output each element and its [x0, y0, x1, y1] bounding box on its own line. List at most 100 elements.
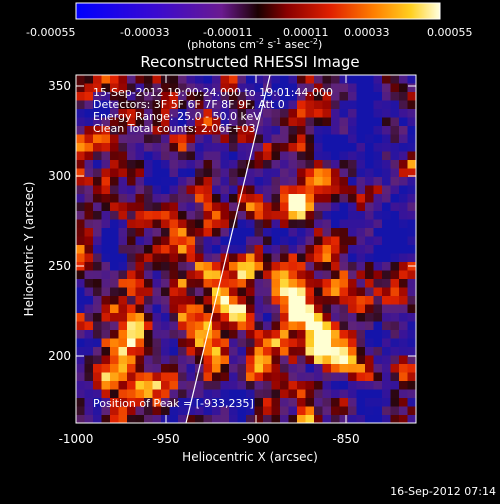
heatmap-cell — [339, 83, 349, 93]
heatmap-cell — [178, 83, 188, 93]
heatmap-cell — [212, 202, 222, 212]
heatmap-cell — [101, 83, 111, 93]
heatmap-cell — [93, 398, 103, 408]
heatmap-cell — [373, 228, 383, 238]
heatmap-cell — [169, 364, 179, 374]
heatmap-cell — [399, 117, 409, 127]
heatmap-cell — [322, 406, 332, 416]
heatmap-cell — [348, 398, 358, 408]
colorbar-units: (photons cm-2 s-1 asec-2) — [187, 37, 322, 51]
heatmap-cell — [297, 75, 307, 85]
heatmap-cell — [135, 296, 145, 306]
heatmap-cell — [314, 109, 324, 119]
heatmap-cell — [212, 330, 222, 340]
heatmap-cell — [373, 126, 383, 136]
heatmap-cell — [305, 202, 315, 212]
heatmap-cell — [220, 253, 230, 263]
x-tick-label: -950 — [152, 432, 179, 446]
heatmap-cell — [390, 151, 400, 161]
heatmap-cell — [322, 415, 332, 423]
heatmap-cell — [305, 236, 315, 246]
heatmap-cell — [84, 347, 94, 357]
heatmap-cell — [101, 253, 111, 263]
heatmap-cell — [203, 211, 213, 221]
heatmap-cell — [237, 381, 247, 391]
heatmap-cell — [348, 151, 358, 161]
heatmap-cell — [365, 253, 375, 263]
heatmap-cell — [382, 364, 392, 374]
heatmap-cell — [322, 83, 332, 93]
heatmap-cell — [365, 347, 375, 357]
heatmap-cell — [161, 117, 171, 127]
heatmap-cell — [246, 211, 256, 221]
heatmap-cell — [271, 406, 281, 416]
heatmap-cell — [356, 185, 366, 195]
heatmap-cell — [356, 100, 366, 110]
heatmap-cell — [118, 347, 128, 357]
heatmap-cell — [280, 151, 290, 161]
heatmap-cell — [373, 177, 383, 187]
heatmap-cell — [271, 253, 281, 263]
heatmap-cell — [110, 211, 120, 221]
heatmap-cell — [135, 287, 145, 297]
heatmap-cell — [135, 313, 145, 323]
heatmap-cell — [407, 177, 416, 187]
heatmap-cell — [382, 100, 392, 110]
heatmap-cell — [382, 83, 392, 93]
heatmap-cell — [220, 168, 230, 178]
heatmap-cell — [339, 177, 349, 187]
heatmap-cell — [280, 389, 290, 399]
heatmap-cell — [127, 262, 137, 272]
heatmap-cell — [135, 168, 145, 178]
heatmap-cell — [152, 279, 162, 289]
heatmap-cell — [101, 381, 111, 391]
heatmap-cell — [76, 194, 86, 204]
heatmap-cell — [101, 236, 111, 246]
heatmap-cell — [118, 245, 128, 255]
heatmap-cell — [169, 194, 179, 204]
heatmap-cell — [186, 117, 196, 127]
heatmap-cell — [127, 92, 137, 102]
heatmap-cell — [297, 211, 307, 221]
heatmap-cell — [135, 109, 145, 119]
heatmap-cell — [314, 143, 324, 153]
heatmap-cell — [322, 194, 332, 204]
heatmap-cell — [76, 126, 86, 136]
heatmap-cell — [356, 228, 366, 238]
heatmap-cell — [178, 253, 188, 263]
heatmap-cell — [144, 236, 154, 246]
heatmap-cell — [254, 321, 264, 331]
heatmap-cell — [246, 245, 256, 255]
heatmap-cell — [220, 185, 230, 195]
colorbar-ticks: -0.00055 -0.00033 -0.00011 0.00011 0.000… — [26, 26, 473, 39]
heatmap-cell — [246, 126, 256, 136]
heatmap-cell — [331, 330, 341, 340]
heatmap-cell — [169, 109, 179, 119]
heatmap-cell — [135, 75, 145, 85]
heatmap-cell — [348, 160, 358, 170]
heatmap-cell — [297, 160, 307, 170]
heatmap-cell — [399, 228, 409, 238]
heatmap-cell — [314, 168, 324, 178]
heatmap-cell — [161, 321, 171, 331]
heatmap-cell — [373, 134, 383, 144]
heatmap-cell — [271, 151, 281, 161]
heatmap-cell — [212, 406, 222, 416]
heatmap-cell — [246, 117, 256, 127]
heatmap-cell — [314, 279, 324, 289]
heatmap-cell — [110, 117, 120, 127]
heatmap-cell — [101, 364, 111, 374]
heatmap-cell — [254, 202, 264, 212]
heatmap-cell — [93, 160, 103, 170]
heatmap-cell — [373, 389, 383, 399]
heatmap-cell — [246, 330, 256, 340]
heatmap-cell — [220, 126, 230, 136]
heatmap-cell — [84, 372, 94, 382]
y-tick-label: 250 — [48, 259, 71, 273]
heatmap-cell — [161, 185, 171, 195]
heatmap-cell — [169, 355, 179, 365]
heatmap-cell — [288, 177, 298, 187]
heatmap-cell — [84, 245, 94, 255]
heatmap-cell — [271, 355, 281, 365]
heatmap-cell — [135, 143, 145, 153]
